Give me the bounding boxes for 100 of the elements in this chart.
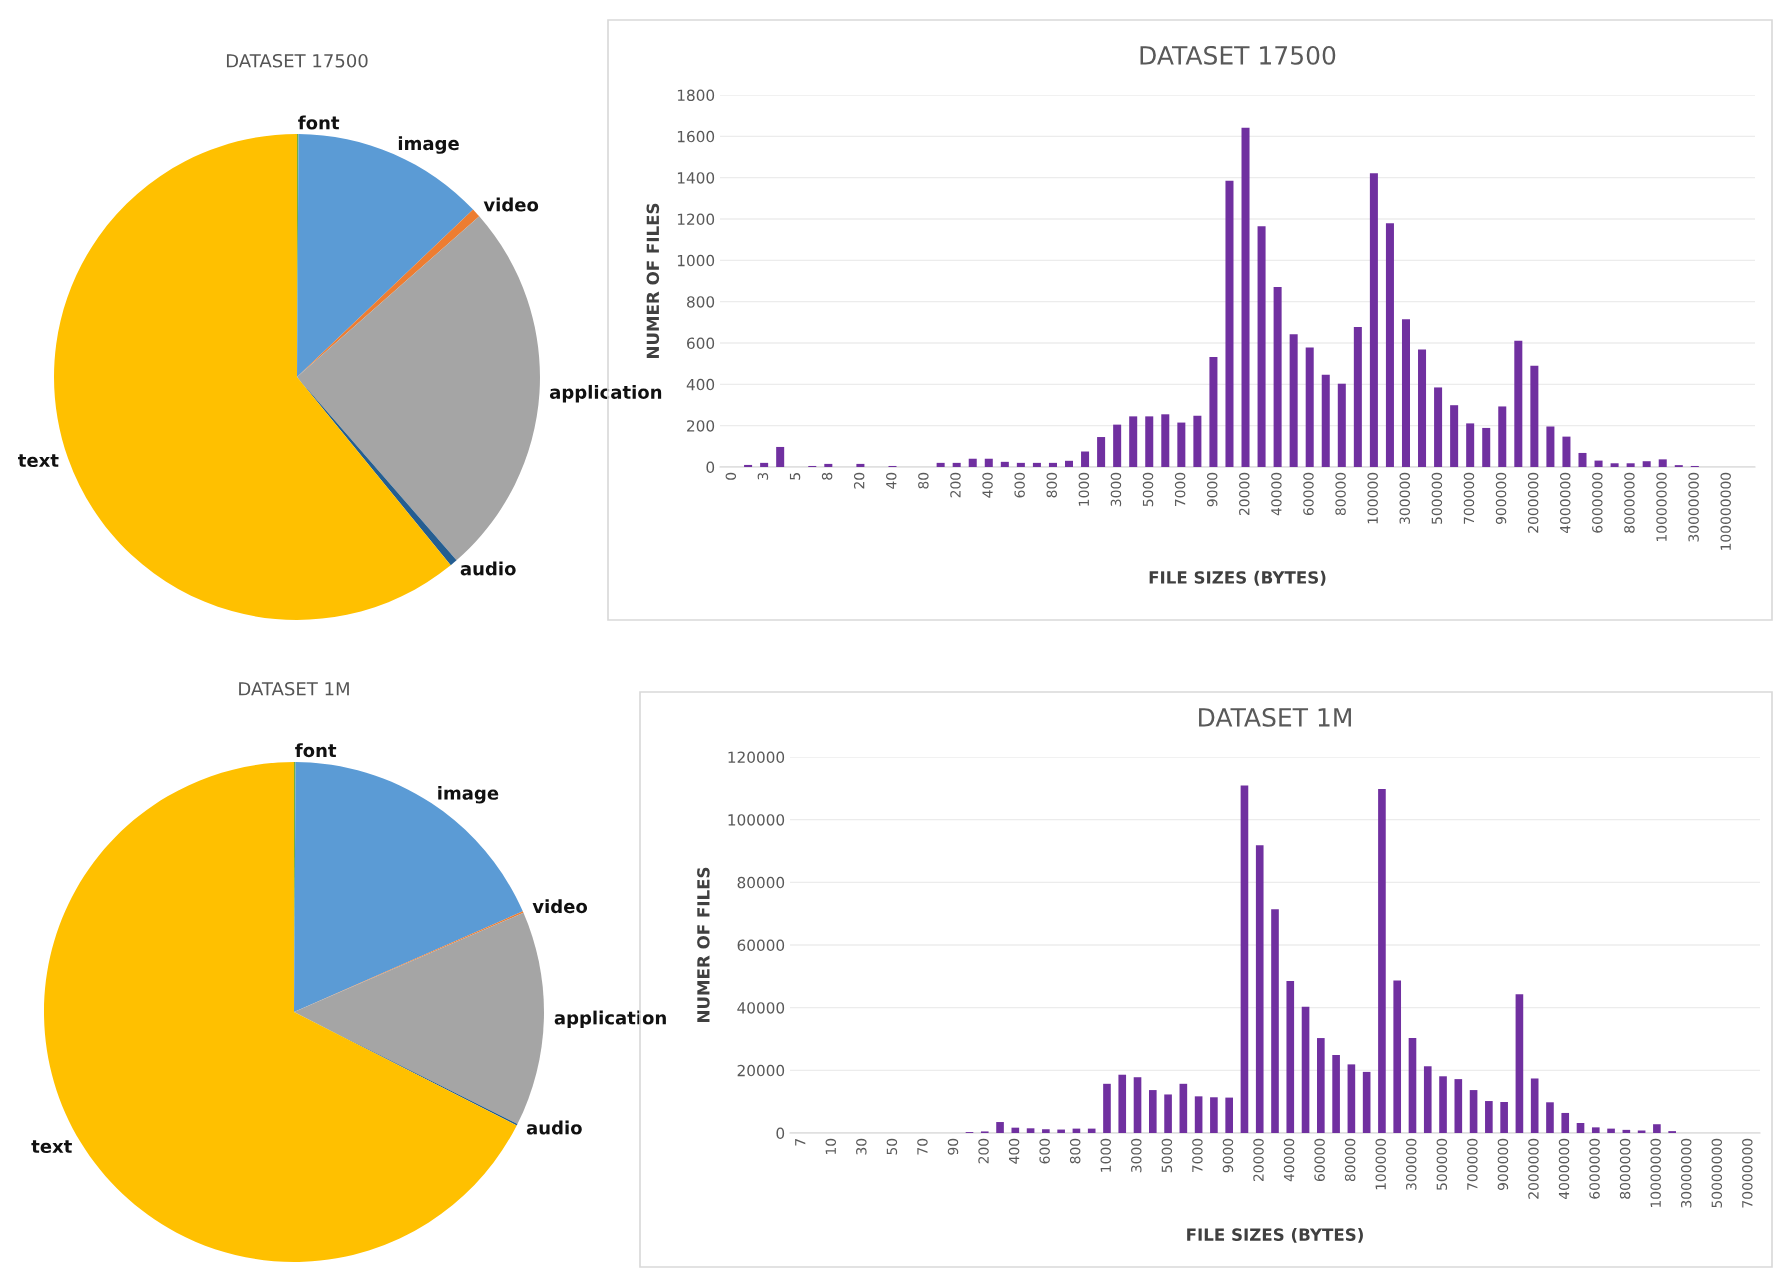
x-tick-label: 40000 xyxy=(1271,472,1282,516)
y-tick-label: 200 xyxy=(687,420,715,432)
bar xyxy=(1546,1102,1554,1133)
bar xyxy=(1562,436,1571,467)
bar xyxy=(856,463,865,467)
bar xyxy=(1057,1129,1065,1133)
bar xyxy=(1289,334,1298,467)
bar xyxy=(1225,180,1234,467)
bar xyxy=(1301,1006,1310,1133)
x-tick-label: 600 xyxy=(1014,472,1025,498)
x-tick-label: 700000 xyxy=(1463,472,1475,524)
bar xyxy=(1026,1128,1035,1133)
bar xyxy=(1048,462,1057,467)
bar xyxy=(1626,463,1635,467)
x-tick-label: 1000 xyxy=(1100,1138,1111,1172)
bar xyxy=(1610,463,1619,467)
y-tick-label: 1200 xyxy=(677,213,715,226)
bar xyxy=(1561,1112,1570,1133)
chart-title: DATASET 1M xyxy=(1199,707,1351,727)
bar xyxy=(1148,1090,1157,1133)
bar xyxy=(1257,226,1266,467)
bar xyxy=(1514,340,1523,467)
x-tick-label: 90 xyxy=(947,1138,959,1155)
bar xyxy=(1255,845,1264,1133)
bar xyxy=(1317,1038,1325,1133)
x-tick-label: 3000 xyxy=(1131,1138,1142,1173)
bar xyxy=(1401,319,1410,467)
bar xyxy=(1594,460,1603,467)
x-tick-label: 5000 xyxy=(1161,1138,1173,1173)
bar xyxy=(1145,416,1154,467)
bar xyxy=(1113,424,1122,467)
x-tick-label: 70 xyxy=(917,1138,928,1155)
slice-label: image xyxy=(398,136,459,154)
x-tick-label: 800 xyxy=(1069,1138,1081,1164)
bar xyxy=(1482,427,1491,467)
bar xyxy=(1032,462,1041,467)
x-tick-label: 100000000 xyxy=(1720,472,1731,550)
x-tick-label: 30 xyxy=(856,1138,867,1155)
bar xyxy=(1498,406,1507,467)
slice-label: application xyxy=(554,1010,666,1029)
bar xyxy=(1434,387,1443,467)
x-tick-label: 6000000 xyxy=(1592,472,1603,533)
x-tick-label: 7 xyxy=(795,1139,806,1146)
bar xyxy=(1271,909,1279,1133)
bar xyxy=(1485,1101,1493,1133)
bar xyxy=(1016,462,1025,467)
bar xyxy=(1240,785,1249,1133)
bar xyxy=(1177,422,1186,467)
bar xyxy=(984,458,993,467)
bar xyxy=(1466,423,1475,467)
bar xyxy=(1576,1122,1585,1133)
bar xyxy=(968,458,977,467)
x-tick-label: 9000 xyxy=(1206,472,1218,507)
bar xyxy=(1273,286,1282,467)
bar xyxy=(1161,414,1170,467)
bar xyxy=(1194,1096,1203,1133)
bar xyxy=(1515,994,1524,1133)
y-tick-label: 100000 xyxy=(728,814,785,826)
bar xyxy=(776,446,785,467)
bar xyxy=(1193,415,1202,467)
x-tick-label: 8 xyxy=(821,472,833,480)
x-tick-label: 10 xyxy=(825,1138,837,1155)
bar xyxy=(1042,1129,1050,1133)
bar xyxy=(1393,980,1402,1133)
bar xyxy=(1362,1071,1371,1133)
x-tick-label: 400 xyxy=(1008,1138,1020,1164)
x-tick-label: 500000 xyxy=(1431,472,1443,524)
x-tick-label: 300000 xyxy=(1406,1138,1417,1190)
x-tick-label: 80000 xyxy=(1344,1138,1356,1182)
bar xyxy=(1305,347,1314,467)
bar xyxy=(1469,1090,1478,1133)
y-tick-label: 600 xyxy=(687,337,715,350)
chart-title: DATASET 1M xyxy=(239,681,349,696)
bar xyxy=(1081,451,1090,467)
y-tick-label: 60000 xyxy=(737,939,785,952)
x-tick-label: 5 xyxy=(789,473,801,480)
slice-label: video xyxy=(483,197,539,212)
bar xyxy=(996,1122,1004,1133)
bar xyxy=(1209,357,1218,467)
x-tick-label: 10000000 xyxy=(1656,472,1667,542)
x-tick-label: 900000 xyxy=(1495,472,1507,525)
bar xyxy=(1450,405,1459,467)
x-tick-label: 400 xyxy=(982,472,993,498)
x-tick-label: 200 xyxy=(978,1138,989,1164)
bar xyxy=(760,462,769,467)
y-tick-label: 1800 xyxy=(677,89,715,102)
y-tick-label: 0 xyxy=(776,1127,785,1140)
pie-slice xyxy=(297,134,474,377)
slice-label: video xyxy=(532,899,588,914)
bar xyxy=(1332,1054,1340,1133)
x-tick-label: 300000 xyxy=(1399,472,1411,524)
x-tick-label: 900000 xyxy=(1497,1138,1509,1191)
x-axis-title: FILE SIZES (BYTES) xyxy=(1149,570,1326,586)
x-tick-label: 9000 xyxy=(1222,1138,1234,1173)
slice-label: audio xyxy=(526,1120,582,1135)
bar xyxy=(1439,1076,1447,1133)
bar xyxy=(1210,1097,1218,1133)
x-tick-label: 4000000 xyxy=(1558,1138,1570,1200)
bar xyxy=(1454,1079,1463,1133)
y-tick-label: 1600 xyxy=(677,130,715,143)
